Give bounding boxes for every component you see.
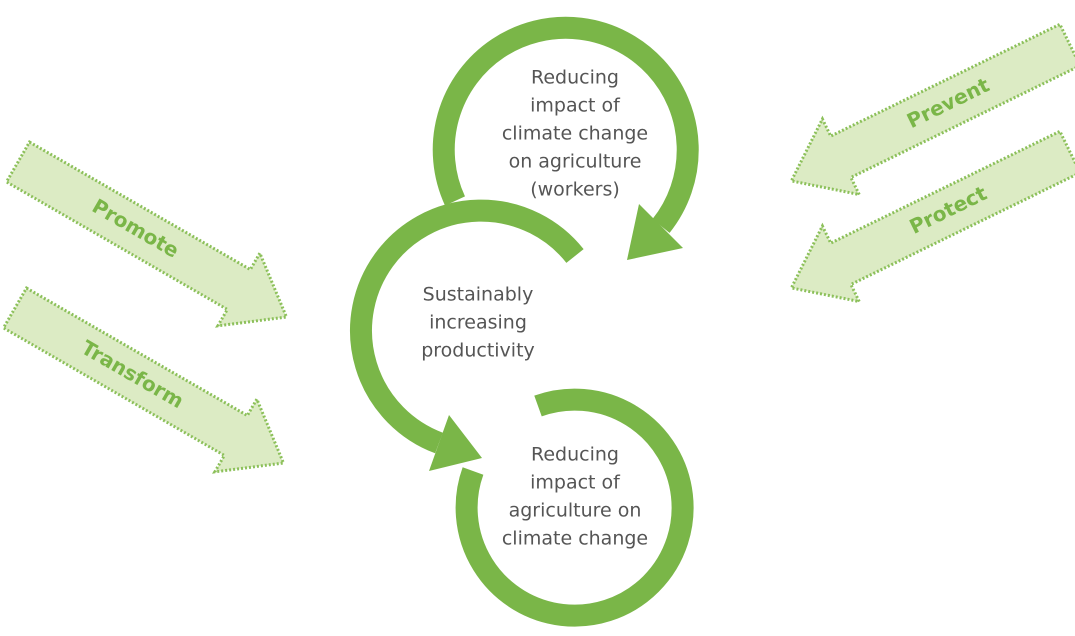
node-text: impact of bbox=[530, 95, 621, 117]
cycle-arc bbox=[350, 199, 584, 454]
arrow-shape bbox=[789, 129, 1075, 304]
node-text: climate change bbox=[502, 123, 648, 145]
arrow-shape bbox=[789, 22, 1075, 197]
node-text: Sustainably bbox=[423, 284, 534, 306]
node-text: impact of bbox=[530, 472, 621, 494]
cycle-arc bbox=[455, 388, 694, 627]
action-arrow: Protect bbox=[789, 129, 1075, 304]
node-text: climate change bbox=[502, 528, 648, 550]
node-text: on agriculture bbox=[509, 151, 642, 173]
node-text: Reducing bbox=[531, 67, 619, 89]
node-text: productivity bbox=[421, 340, 535, 362]
node: Reducing impact of agriculture on climate c… bbox=[502, 444, 648, 550]
node-text: (workers) bbox=[530, 179, 620, 201]
node-text: Reducing bbox=[531, 444, 619, 466]
cycle-arc bbox=[432, 16, 699, 233]
arrow-shape bbox=[4, 140, 289, 328]
arrowhead bbox=[429, 415, 482, 471]
arrowhead bbox=[627, 204, 683, 260]
node: Reducing impact of climate change on agricu… bbox=[502, 67, 648, 201]
node-text: increasing bbox=[429, 312, 527, 334]
node-text: agriculture on bbox=[509, 500, 642, 522]
arrow-shape bbox=[1, 286, 286, 474]
node: Sustainably increasing productivity bbox=[421, 284, 535, 362]
